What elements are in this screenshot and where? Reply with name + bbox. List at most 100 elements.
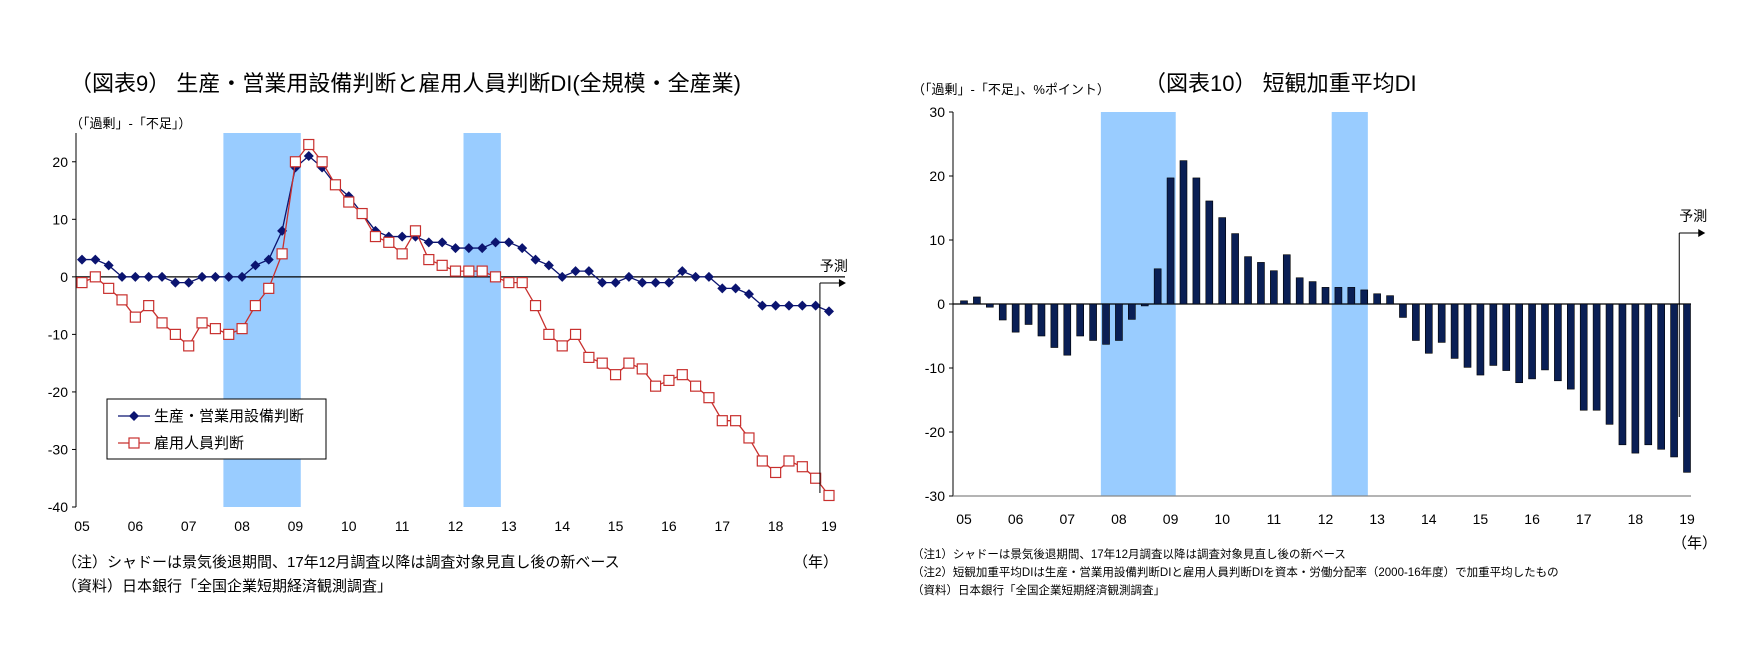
chart1-note: （注）シャドーは景気後退期間、17年12月調査以降は調査対象見直し後の新ベース xyxy=(62,554,620,571)
chart1-data-point-diamond xyxy=(730,283,741,294)
chart1-data-point-square xyxy=(196,317,208,329)
chart1-forecast-arrow-icon xyxy=(838,279,846,287)
chart1-data-point-diamond xyxy=(570,266,581,277)
chart1-data-point-diamond xyxy=(743,289,754,300)
chart1-y-tick-label: -20 xyxy=(48,384,68,400)
chart1-x-tick-label: 07 xyxy=(181,518,197,534)
chart1-data-point-diamond xyxy=(530,254,541,265)
chart2-bar xyxy=(1334,287,1343,305)
chart2-y-unit-label: （「過剰」-「不足」、%ポイント） xyxy=(912,82,1110,97)
chart1-legend-label-2: 雇用人員判断 xyxy=(154,435,244,452)
chart1-data-point-square xyxy=(369,230,382,243)
chart1-data-point-square xyxy=(263,282,275,294)
chart1-data-point-square xyxy=(823,489,835,502)
chart1-data-point-diamond xyxy=(263,254,274,265)
chart2-x-tick-label: 08 xyxy=(1111,511,1127,527)
chart2-bar xyxy=(1605,303,1614,425)
chart1-data-point-square xyxy=(529,300,542,312)
chart2-bar xyxy=(1463,303,1472,368)
chart1-data-point-square xyxy=(716,415,728,427)
chart2-x-tick-label: 17 xyxy=(1576,511,1592,527)
chart2-bar xyxy=(1218,217,1227,305)
chart1-x-tick-label: 14 xyxy=(554,518,570,534)
chart1-x-tick-label: 16 xyxy=(661,518,677,534)
chart1-data-point-square xyxy=(743,432,755,444)
chart1-y-tick-label: -40 xyxy=(48,499,68,515)
chart1-data-point-square xyxy=(116,294,128,306)
chart1-data-point-square xyxy=(316,156,328,168)
chart1-data-point-diamond xyxy=(450,243,461,254)
chart1-data-point-diamond xyxy=(797,300,808,311)
chart1-data-point-square xyxy=(276,248,288,260)
chart1-data-point-square xyxy=(383,236,395,248)
chart1-data-point-diamond xyxy=(503,237,514,248)
chart1-x-tick-label: 15 xyxy=(608,518,624,534)
chart1-data-point-diamond xyxy=(637,277,648,288)
chart1-data-point-square xyxy=(543,328,555,340)
chart1-x-tick-label: 08 xyxy=(234,518,250,534)
chart2-bar xyxy=(1528,303,1536,380)
chart1-legend-label-1: 生産・営業用設備判断 xyxy=(154,408,304,425)
chart2-x-tick-label: 12 xyxy=(1318,511,1334,527)
chart1-x-tick-label: 13 xyxy=(501,518,517,534)
chart2-x-tick-label: 07 xyxy=(1059,511,1075,527)
chart1-legend-marker-square xyxy=(128,437,140,449)
chart1-x-tick-label: 11 xyxy=(395,518,410,534)
chart1-data-point-square xyxy=(76,277,88,289)
chart1-title: （図表9） 生産・営業用設備判断と雇用人員判断DI(全規模・全産業) xyxy=(70,71,742,96)
chart1-legend-marker-diamond xyxy=(129,411,139,421)
chart2-x-tick-label: 05 xyxy=(956,511,972,527)
chart2-bar xyxy=(1515,303,1523,384)
chart2-bar xyxy=(1541,303,1549,371)
chart2-note-2: （注2）短観加重平均DIは生産・営業用設備判断DIと雇用人員判断DIを資本・労働… xyxy=(912,567,1559,579)
chart2-bar xyxy=(1412,303,1420,341)
chart2-forecast-arrow-icon xyxy=(1698,229,1706,237)
chart2-bar xyxy=(1231,233,1239,305)
chart1-series-line-1 xyxy=(82,155,830,312)
chart2-bar xyxy=(1076,303,1084,337)
chart2-bar xyxy=(1360,289,1369,305)
chart1-data-point-diamond xyxy=(397,231,408,242)
chart1-recession-shading xyxy=(463,133,501,507)
chart2-bar xyxy=(1115,303,1123,341)
chart2-bar xyxy=(1024,303,1033,325)
chart2-bar xyxy=(1476,303,1485,376)
chart2-bar xyxy=(1644,303,1653,446)
chart2-bar xyxy=(1244,256,1252,305)
chart2-bar xyxy=(1450,303,1459,359)
chart2-bar xyxy=(1399,303,1407,318)
chart2-forecast-label: 予測 xyxy=(1679,208,1707,224)
chart2-bar xyxy=(1683,303,1691,473)
chart2-bar xyxy=(998,303,1007,321)
chart1-x-tick-label: 05 xyxy=(74,518,90,534)
chart2-bar xyxy=(973,296,981,305)
chart1-data-point-square xyxy=(476,265,488,277)
chart1-data-point-square xyxy=(209,323,221,335)
chart1-data-point-square xyxy=(556,340,568,352)
chart2-x-tick-label: 13 xyxy=(1369,511,1385,527)
chart2-bar xyxy=(1063,303,1072,356)
chart2-bar xyxy=(1567,303,1575,390)
chart2-bar xyxy=(1347,287,1356,305)
chart1-data-point-diamond xyxy=(824,306,834,317)
chart1-data-point-diamond xyxy=(597,277,608,288)
chart1-data-point-diamond xyxy=(170,277,181,288)
chart1-data-point-square xyxy=(436,259,448,271)
chart1-data-point-diamond xyxy=(783,300,794,311)
chart1-y-tick-label: -10 xyxy=(48,326,68,342)
chart1-data-point-square xyxy=(409,225,422,237)
chart1-data-point-square xyxy=(156,317,168,329)
chart1-x-tick-label: 18 xyxy=(768,518,784,534)
chart1-data-point-diamond xyxy=(650,277,661,288)
chart1-y-tick-label: 20 xyxy=(52,154,68,170)
chart1-data-point-square xyxy=(703,392,715,404)
chart2-bar xyxy=(1270,270,1278,305)
chart2-x-tick-label: 18 xyxy=(1628,511,1644,527)
chart1-data-point-square xyxy=(649,380,662,392)
chart1-x-tick-label: 09 xyxy=(288,518,304,534)
chart2-bar xyxy=(1424,303,1433,354)
chart2-bar xyxy=(1128,303,1136,320)
chart1-data-point-square xyxy=(463,265,475,277)
chart2-y-tick-label: 10 xyxy=(929,232,945,248)
chart2-bar xyxy=(1102,303,1110,345)
